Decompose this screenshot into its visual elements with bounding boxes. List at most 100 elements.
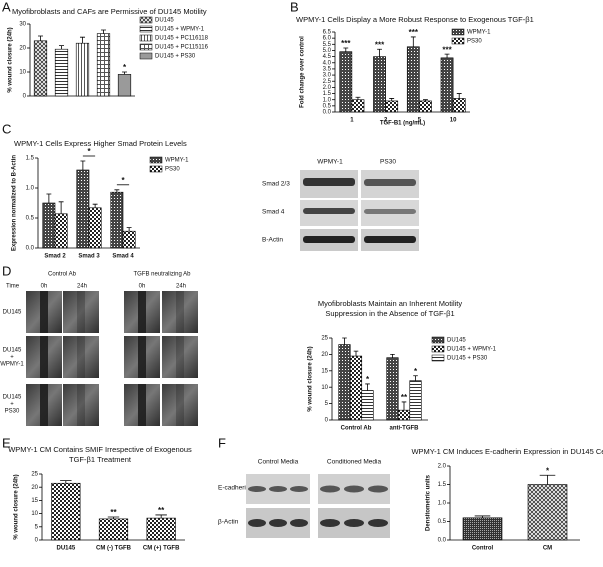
- blot-column: WPMY-1: [317, 159, 343, 166]
- x-tick-label: Control Ab: [341, 426, 372, 432]
- legend-label: WPMY-1: [165, 158, 189, 164]
- band: [303, 178, 355, 186]
- chart-title: Suppression in the Absence of TGF-β1: [325, 309, 454, 318]
- bar: [338, 344, 351, 421]
- chart: Myofibroblasts Maintain an Inherent Moti…: [308, 299, 497, 432]
- y-tick-label: 0: [325, 418, 329, 424]
- row-label: DU145: [3, 395, 22, 401]
- y-tick-label: 5.0: [323, 48, 332, 54]
- bar: [385, 100, 399, 113]
- y-tick-label: 5: [325, 401, 329, 407]
- band: [364, 209, 416, 214]
- chart-title: WPMY-1 CM Contains SMIF Irrespective of …: [8, 445, 192, 454]
- chart-title: WPMY-1 Cells Express Higher Smad Protein…: [14, 139, 187, 148]
- band: [303, 236, 355, 243]
- y-tick-label: 10: [31, 511, 38, 517]
- panel-letter: C: [2, 121, 11, 136]
- bar: [88, 207, 102, 249]
- legend-label: WPMY-1: [467, 30, 491, 36]
- blot-column: Conditioned Media: [327, 459, 382, 466]
- legend-swatch: [451, 37, 465, 45]
- error-bar: [423, 99, 428, 101]
- bar: [386, 357, 399, 421]
- significance: ***: [375, 40, 385, 49]
- micrograph: [63, 291, 99, 333]
- panel-letter: D: [2, 263, 11, 278]
- x-axis-label: TGF-B1 (ng/mL): [380, 121, 425, 127]
- time: 0h: [139, 284, 146, 290]
- y-tick-label: 15: [321, 368, 328, 374]
- blot-row: Smad 2/3: [262, 181, 290, 188]
- group-label: TGFB neutralizing Ab: [133, 272, 191, 278]
- y-tick-label: 5: [35, 524, 39, 530]
- chart-title: Myofibroblasts and CAFs are Permissive o…: [12, 7, 207, 16]
- error-bar: [121, 71, 128, 75]
- x-tick-label: Smad 2: [44, 254, 66, 260]
- blot-column: PS30: [380, 159, 396, 166]
- significance: ***: [341, 39, 351, 48]
- bar: [117, 74, 132, 97]
- x-tick-label: 5: [418, 118, 422, 124]
- band: [303, 208, 355, 214]
- chart-title: TGF-β1 Treatment: [69, 455, 132, 464]
- bar: [54, 213, 68, 249]
- legend-swatch: [431, 336, 445, 344]
- wound-gap: [176, 291, 184, 333]
- bar: [54, 48, 69, 97]
- y-axis-label: % wound closure (24h): [14, 474, 20, 539]
- y-tick-label: 30: [19, 22, 26, 28]
- significance: **: [401, 393, 408, 402]
- blot-row: β-Actin: [218, 519, 239, 526]
- bar: [42, 202, 56, 249]
- error-bar: [80, 160, 86, 170]
- error-bar: [444, 53, 450, 58]
- bar: [33, 40, 48, 97]
- error-bar: [155, 514, 167, 519]
- chart: WPMY-1 Cells Display a More Robust Respo…: [296, 15, 534, 127]
- y-tick-label: 3.0: [323, 73, 332, 79]
- wound-gap: [77, 384, 85, 426]
- panel-letter: B: [290, 0, 299, 14]
- time-label: Time: [6, 284, 20, 290]
- legend-swatch: [431, 354, 445, 362]
- wound-gap: [40, 291, 48, 333]
- error-bar: [539, 474, 556, 485]
- y-tick-label: 15: [31, 498, 38, 504]
- time: 24h: [77, 284, 87, 290]
- blot-row: Smad 4: [262, 209, 285, 216]
- error-bar: [60, 480, 72, 484]
- wound-gap: [176, 336, 184, 378]
- error-bar: [377, 48, 382, 57]
- blot-c: WPMY-1 PS30 Smad 2/3 Smad 4 B-Actin: [262, 159, 419, 251]
- legend-swatch: [139, 34, 153, 42]
- error-bar: [58, 45, 65, 50]
- y-tick-label: 2.0: [323, 85, 332, 91]
- bar: [76, 169, 90, 249]
- y-tick-label: 2.5: [323, 79, 332, 85]
- micrograph: [63, 336, 99, 378]
- y-tick-label: 0.0: [438, 538, 447, 544]
- bar: [452, 98, 466, 113]
- x-tick-label: Smad 3: [78, 254, 100, 260]
- legend-label: DU145: [447, 338, 466, 344]
- micrographs: Control Ab TGFB neutralizing Ab Time 0h …: [0, 272, 198, 426]
- y-tick-label: 1.5: [26, 156, 35, 162]
- y-tick-label: 20: [31, 485, 38, 491]
- error-bar: [100, 29, 107, 34]
- significance: *: [87, 147, 91, 156]
- y-tick-label: 0.5: [323, 103, 332, 109]
- bands: [248, 485, 388, 527]
- legend-label: DU145: [155, 18, 174, 24]
- bar: [440, 57, 454, 113]
- row-label: DU145: [3, 348, 22, 354]
- bar: [349, 355, 363, 421]
- error-bar: [365, 383, 370, 391]
- legend-swatch: [149, 156, 163, 164]
- micrograph: [63, 384, 99, 426]
- bar: [406, 46, 420, 113]
- bar: [373, 56, 386, 113]
- x-tick-label: CM (-) TGFB: [96, 546, 132, 552]
- band: [364, 179, 416, 186]
- error-bar: [456, 93, 462, 99]
